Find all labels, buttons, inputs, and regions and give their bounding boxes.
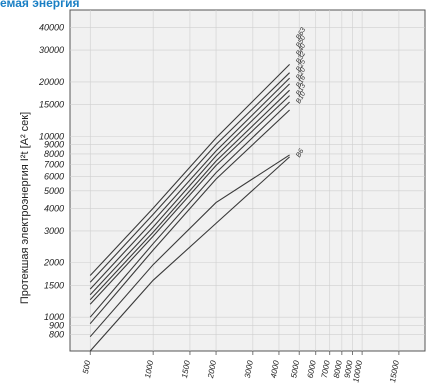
x-tick-label: 500: [81, 359, 92, 374]
y-tick-label: 30000: [39, 45, 64, 55]
x-tick-label: 6000: [306, 359, 318, 379]
x-tick-label: 2000: [206, 359, 218, 380]
series-label: B6: [295, 148, 305, 159]
series-line: [89, 101, 290, 318]
y-axis-label: Протекшая электроэнергия I²t [A² сек]: [19, 112, 31, 304]
x-tick-label: 4000: [269, 359, 281, 379]
x-tick-label: 10000: [351, 359, 364, 383]
y-tick-label: 3000: [44, 226, 64, 236]
y-tick-label: 800: [49, 330, 64, 340]
x-tick-label: 15000: [388, 359, 401, 383]
series-line: [89, 77, 290, 290]
series-line: [89, 72, 290, 283]
x-tick-label: 5000: [289, 359, 301, 379]
y-tick-label: 40000: [39, 23, 64, 33]
y-tick-label: 15000: [39, 100, 64, 110]
y-tick-label: 5000: [44, 186, 64, 196]
plot-area: [69, 9, 426, 352]
x-tick-label: 8000: [332, 359, 344, 379]
y-tick-label: 10000: [39, 131, 64, 141]
x-tick-label: 1500: [180, 359, 192, 379]
series-line: [89, 109, 290, 325]
series-line: [89, 89, 290, 301]
y-tick-label: 4000: [44, 203, 64, 213]
chart-title: емая энергия: [0, 0, 80, 10]
y-tick-label: 8000: [44, 149, 64, 159]
series-line: [89, 156, 290, 352]
y-tick-label: 9000: [44, 140, 64, 150]
x-tick-label: 9000: [343, 359, 355, 379]
y-tick-label: 20000: [38, 77, 64, 87]
series-line: [89, 64, 290, 276]
y-tick-label: 2000: [43, 258, 64, 268]
y-tick-label: 1500: [44, 280, 64, 290]
x-tick-label: 1000: [143, 359, 155, 379]
x-tick-label: 3000: [243, 359, 255, 379]
x-tick-label: 7000: [320, 359, 332, 379]
y-tick-label: 6000: [44, 171, 64, 181]
series-line: [89, 154, 290, 338]
y-tick-label: 7000: [44, 159, 64, 169]
series-line: [89, 83, 290, 296]
y-tick-label: 1000: [44, 312, 64, 322]
series-line: [89, 95, 290, 305]
y-tick-label: 900: [49, 320, 64, 330]
